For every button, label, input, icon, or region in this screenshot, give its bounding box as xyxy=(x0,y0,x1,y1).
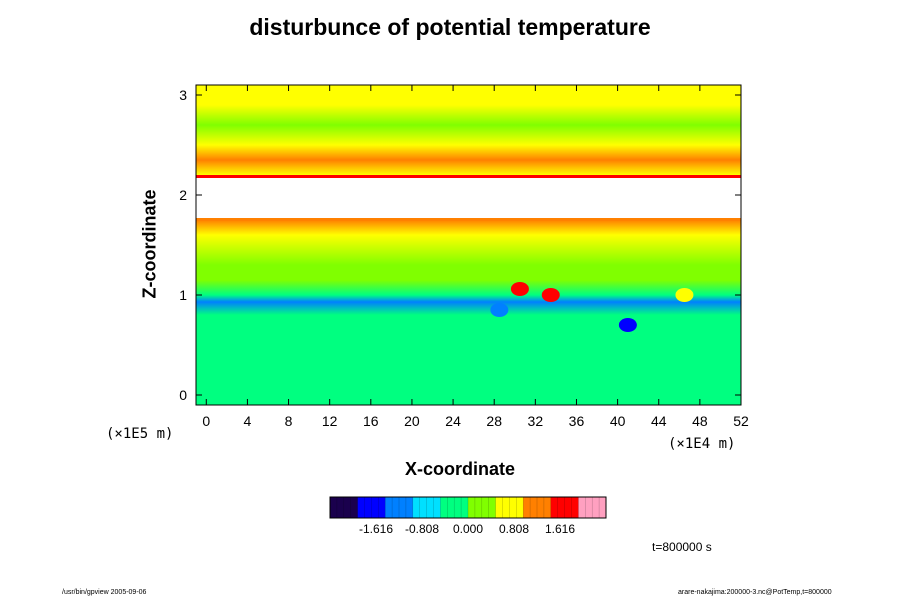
x-tick-label: 28 xyxy=(486,413,502,429)
colorbar-cell xyxy=(516,497,524,518)
time-label: t=800000 s xyxy=(652,540,712,554)
band-edge-top xyxy=(196,175,741,178)
footer-source: arare-nakajima:200000-3.nc@PotTemp,t=800… xyxy=(678,589,832,596)
y-tick-label: 3 xyxy=(179,87,187,103)
colorbar-tick-label: -1.616 xyxy=(359,522,393,536)
colorbar-cell xyxy=(343,497,352,518)
x-axis-unit: (×1E4 m) xyxy=(668,436,736,452)
colorbar-cell xyxy=(399,497,407,518)
field-feature xyxy=(490,303,509,317)
colorbar-tick-label: -0.808 xyxy=(405,522,439,536)
colorbar-cell xyxy=(592,497,600,518)
colorbar-cell xyxy=(336,497,345,518)
x-tick-label: 36 xyxy=(569,413,585,429)
colorbar-cell xyxy=(523,497,531,518)
colorbar-cell xyxy=(454,497,462,518)
colorbar-cell xyxy=(412,497,421,518)
colorbar-cell xyxy=(571,497,579,518)
x-tick-label: 16 xyxy=(363,413,379,429)
x-tick-label: 8 xyxy=(285,413,293,429)
y-tick-label: 1 xyxy=(179,287,187,303)
colorbar-cell xyxy=(378,497,386,518)
colorbar-cell xyxy=(357,497,365,518)
field-feature xyxy=(541,288,560,302)
footer-command: /usr/bin/gpview 2005-09-06 xyxy=(62,589,147,596)
x-tick-label: 4 xyxy=(244,413,252,429)
colorbar-cell xyxy=(419,497,428,518)
colorbar-cell xyxy=(550,497,559,518)
colorbar-frame xyxy=(329,496,607,519)
x-tick-label: 32 xyxy=(528,413,544,429)
colorbar-cell xyxy=(350,497,359,518)
x-tick-label: 52 xyxy=(733,413,749,429)
colorbar-cell xyxy=(440,497,448,518)
colorbar-cell xyxy=(502,497,510,518)
colorbar-cell xyxy=(578,497,586,518)
colorbar-cell xyxy=(474,497,483,518)
colorbar-cell xyxy=(481,497,490,518)
colorbar-cell xyxy=(599,497,607,518)
field-feature xyxy=(510,282,529,296)
colorbar-cell xyxy=(392,497,400,518)
x-tick-label: 40 xyxy=(610,413,626,429)
colorbar-cell xyxy=(585,497,593,518)
x-tick-label: 12 xyxy=(322,413,338,429)
colorbar-cell xyxy=(405,497,414,518)
colorbar-cell xyxy=(557,497,566,518)
colorbar-cell xyxy=(433,497,441,518)
colorbar-cell xyxy=(330,497,338,518)
colorbar-cell xyxy=(468,497,476,518)
field-background xyxy=(196,85,741,405)
y-axis-unit: (×1E5 m) xyxy=(106,426,174,442)
colorbar-cell xyxy=(495,497,503,518)
colorbar-cell xyxy=(371,497,379,518)
colorbar-cell xyxy=(447,497,455,518)
plot-area xyxy=(196,85,741,405)
x-tick-label: 44 xyxy=(651,413,667,429)
x-tick-label: 20 xyxy=(404,413,420,429)
colorbar-tick-label: 0.808 xyxy=(499,522,529,536)
saturated-band xyxy=(196,177,741,219)
x-tick-label: 48 xyxy=(692,413,708,429)
chart-title: disturbunce of potential temperature xyxy=(249,14,651,40)
y-tick-label: 2 xyxy=(179,187,187,203)
band-edge-bottom xyxy=(196,218,741,221)
y-tick-label: 0 xyxy=(179,387,187,403)
field-feature xyxy=(675,288,694,302)
plot-frame xyxy=(195,84,742,406)
x-axis-label: X-coordinate xyxy=(404,459,515,479)
field-feature xyxy=(618,318,637,332)
colorbar-cell xyxy=(543,497,552,518)
colorbar: -1.616 -0.808 0.000 0.808 1.616 xyxy=(329,496,607,536)
colorbar-cell xyxy=(509,497,517,518)
colorbar-cell xyxy=(537,497,545,518)
colorbar-cell xyxy=(461,497,469,518)
colorbar-tick-label: 0.000 xyxy=(453,522,483,536)
colorbar-cell xyxy=(364,497,372,518)
colorbar-cell xyxy=(426,497,434,518)
colorbar-cell xyxy=(564,497,572,518)
y-axis-label: Z-coordinate xyxy=(139,189,160,299)
colorbar-cell xyxy=(530,497,538,518)
colorbar-tick-label: 1.616 xyxy=(545,522,575,536)
x-tick-label: 0 xyxy=(202,413,210,429)
field-layer xyxy=(196,85,741,405)
colorbar-cell xyxy=(385,497,393,518)
colorbar-cell xyxy=(488,497,497,518)
x-tick-label: 24 xyxy=(445,413,461,429)
